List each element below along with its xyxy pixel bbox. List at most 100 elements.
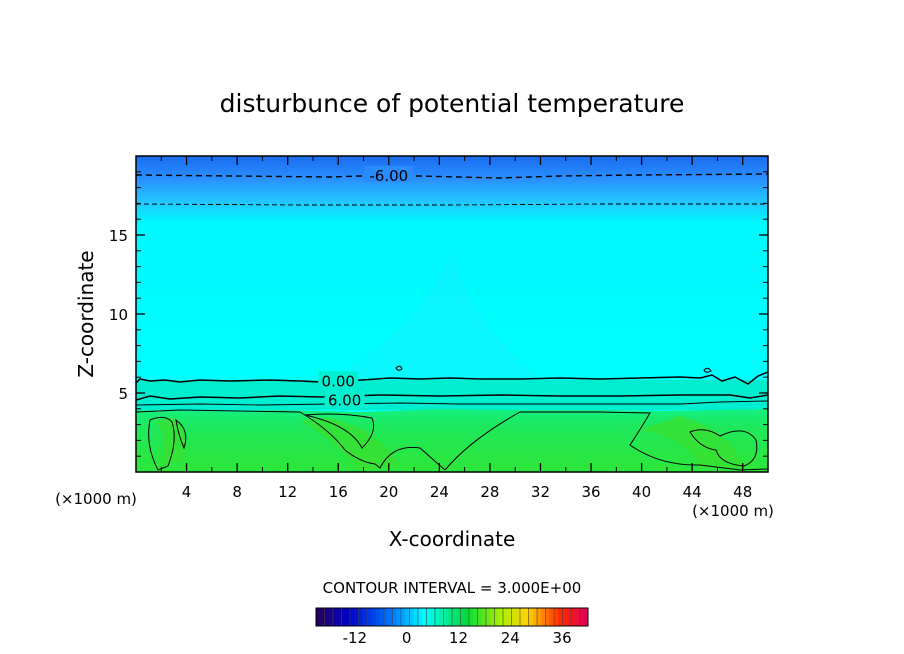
layer-upper <box>136 156 768 222</box>
contour-label-layer: -6.00 0.006.00 <box>318 165 414 409</box>
lower-patches <box>155 416 745 470</box>
x-tick-label: 16 <box>329 483 348 501</box>
contour-label: 6.00 <box>328 391 361 409</box>
colorbar-segment <box>469 608 474 626</box>
contour-nine-loop-c <box>304 413 375 449</box>
x-tick-label: 8 <box>232 483 242 501</box>
y-tick-label: 15 <box>109 227 128 245</box>
colorbar-segment <box>473 608 478 626</box>
colorbar-frame <box>315 607 589 627</box>
contour-zero-small-2 <box>703 367 712 373</box>
colorbar-segment <box>541 608 546 626</box>
colorbar-tick-label: -12 <box>343 629 368 647</box>
x-tick-label: 44 <box>683 483 702 501</box>
colorbar-segment <box>362 608 368 626</box>
x-axis-label: X-coordinate <box>389 527 516 551</box>
y-tick-label: 5 <box>118 385 128 403</box>
contour-nine-loop-b <box>175 418 187 450</box>
colorbar-segment <box>507 608 512 626</box>
x-unit-right: (×1000 m) <box>692 502 774 520</box>
colorbar-segment <box>337 608 342 626</box>
layer-lower <box>136 409 768 472</box>
plot-field <box>136 156 768 472</box>
contour-six-inner <box>136 400 768 406</box>
colorbar-segment <box>333 608 338 626</box>
colorbar-segment <box>490 608 495 626</box>
colorbar-segment <box>520 608 525 626</box>
colorbar-segment <box>464 608 470 626</box>
contour-nine-loop-a <box>148 416 175 471</box>
contour-interval-text: CONTOUR INTERVAL = 3.000E+00 <box>323 579 582 597</box>
x-unit-left: (×1000 m) <box>55 490 137 508</box>
x-tick-label: 24 <box>430 483 449 501</box>
colorbar-segment <box>583 608 589 626</box>
mid-shading <box>330 250 540 380</box>
x-tick-label: 36 <box>581 483 600 501</box>
colorbar-segment <box>439 608 444 626</box>
colorbar-segment <box>447 608 453 626</box>
colorbar-segment <box>426 608 432 626</box>
colorbar-segment <box>443 608 449 626</box>
colorbar-segment <box>320 608 325 626</box>
contour-nine-loop-d <box>689 429 758 467</box>
colorbar-segment <box>486 608 491 626</box>
colorbar-segment <box>511 608 517 626</box>
contour-label-bg <box>364 165 414 182</box>
colorbar-segment <box>371 608 376 626</box>
colorbar-segment <box>537 608 542 626</box>
y-tick-label: 10 <box>109 306 128 324</box>
colorbar-segment <box>558 608 563 626</box>
colorbar-segment <box>579 608 585 626</box>
contour-neg3 <box>136 203 768 206</box>
y-axis-label: Z-coordinate <box>74 250 98 377</box>
colorbar-segment <box>532 608 538 626</box>
colorbar-segment <box>460 608 466 626</box>
colorbar-tick-label: 12 <box>449 629 468 647</box>
contour-label: 0.00 <box>322 372 355 390</box>
colorbar-tick-label: 36 <box>553 629 572 647</box>
colorbar-segment <box>375 608 381 626</box>
colorbar-segment <box>409 608 415 626</box>
contour-nine <box>136 409 768 471</box>
colorbar-segment <box>554 608 559 626</box>
colorbar-segment <box>388 608 393 626</box>
colorbar-segment <box>396 608 402 626</box>
contour-label-bg <box>318 371 359 388</box>
colorbar-segment <box>430 608 436 626</box>
colorbar-segment <box>413 608 419 626</box>
colorbar-segment <box>545 608 551 626</box>
colorbar-segment <box>405 608 410 626</box>
x-tick-label: 48 <box>733 483 752 501</box>
colorbar-segment <box>498 608 504 626</box>
colorbar-segment <box>515 608 521 626</box>
chart-title: disturbunce of potential temperature <box>220 89 685 118</box>
x-tick-label: 28 <box>480 483 499 501</box>
colorbar-tick-label: 0 <box>402 629 412 647</box>
colorbar-segment <box>549 608 555 626</box>
x-tick-label: 32 <box>531 483 550 501</box>
colorbar-segment <box>456 608 461 626</box>
x-tick-label: 12 <box>278 483 297 501</box>
colorbar-segment <box>316 608 321 626</box>
contour-zero <box>136 371 768 385</box>
contour-six <box>136 394 768 401</box>
colorbar-segment <box>328 608 334 626</box>
colorbar-segment <box>401 608 406 626</box>
colorbar-segment <box>422 608 427 626</box>
colorbar-segment <box>524 608 529 626</box>
colorbar-segment <box>528 608 534 626</box>
colorbar-segment <box>418 608 423 626</box>
colorbar-segment <box>562 608 568 626</box>
colorbar-segment <box>452 608 457 626</box>
contour-zero-small-1 <box>395 365 403 371</box>
colorbar-segment <box>477 608 483 626</box>
colorbar-segment <box>358 608 364 626</box>
colorbar-segment <box>494 608 500 626</box>
contour-label: -6.00 <box>369 167 408 185</box>
colorbar-segment <box>566 608 572 626</box>
colorbar-segment <box>354 608 359 626</box>
contour-neg6-upper <box>136 173 768 179</box>
x-tick-label: 20 <box>379 483 398 501</box>
